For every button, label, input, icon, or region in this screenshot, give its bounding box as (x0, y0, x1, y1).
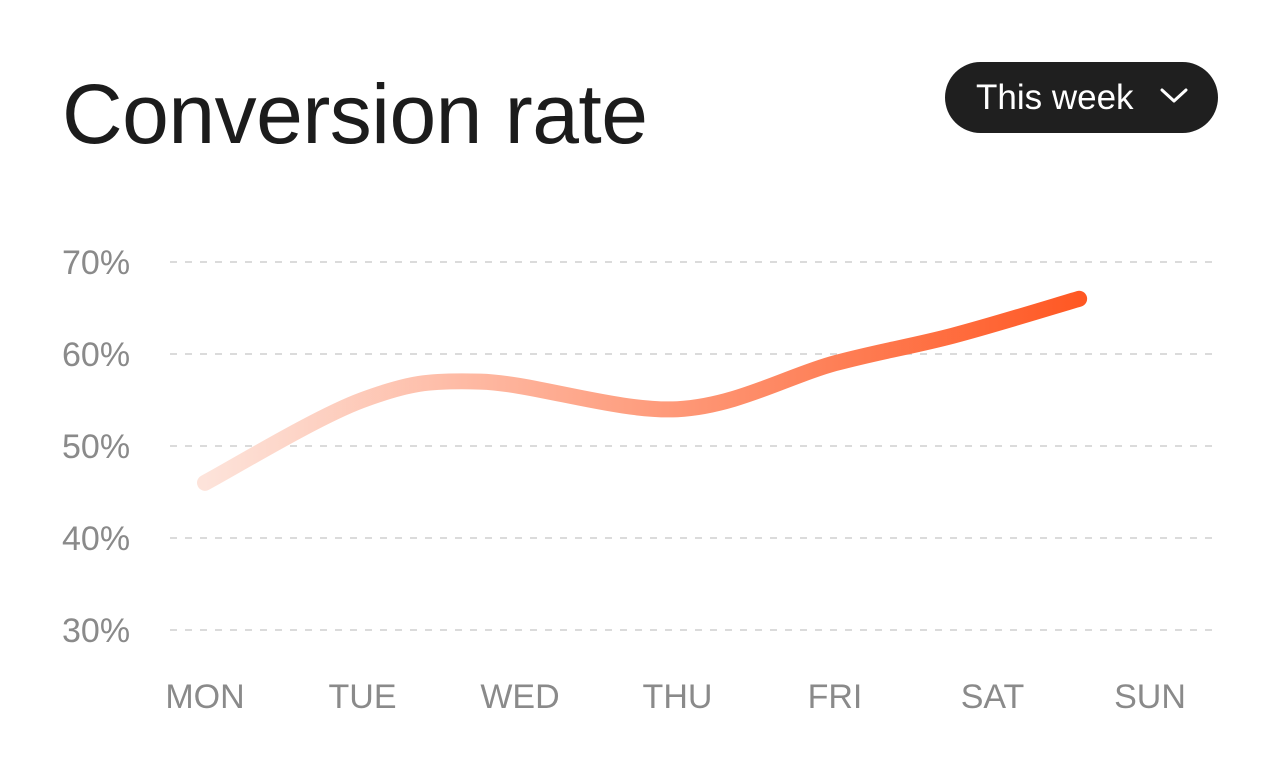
y-tick-label: 60% (62, 336, 130, 374)
page-title: Conversion rate (62, 67, 648, 161)
x-tick-label: SUN (1114, 678, 1186, 716)
x-axis-ticks: MON TUE WED THU FRI SAT SUN (165, 678, 1186, 716)
y-tick-label: 50% (62, 428, 130, 466)
chevron-down-icon (1160, 88, 1188, 103)
y-axis-ticks: 70% 60% 50% 40% 30% (62, 244, 130, 650)
grid-lines (170, 261, 1218, 631)
period-dropdown[interactable]: This week (945, 62, 1218, 133)
period-dropdown-label: This week (976, 78, 1134, 117)
x-tick-label: WED (480, 678, 559, 716)
y-tick-label: 70% (62, 244, 130, 282)
x-tick-label: FRI (808, 678, 863, 716)
x-tick-label: TUE (329, 678, 397, 716)
x-tick-label: SAT (961, 678, 1025, 716)
y-tick-label: 30% (62, 612, 130, 650)
y-tick-label: 40% (62, 520, 130, 558)
series-layer (197, 290, 1088, 491)
x-tick-label: THU (643, 678, 713, 716)
conversion-line (197, 290, 1088, 491)
x-tick-label: MON (165, 678, 244, 716)
